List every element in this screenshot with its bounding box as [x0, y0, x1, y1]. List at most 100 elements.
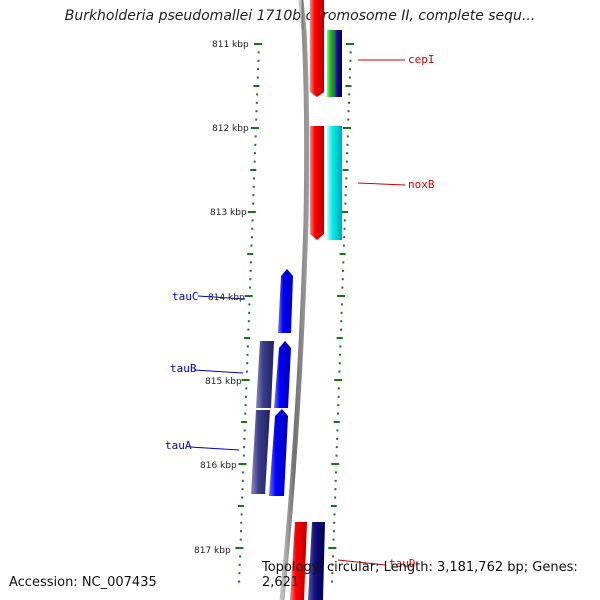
minor-tick: [337, 412, 339, 415]
minor-tick: [339, 353, 342, 356]
gene-noxB-red-block[interactable]: [310, 126, 324, 240]
minor-tick: [347, 110, 350, 113]
kbp-scale: 811 kbp 812 kbp 813 kbp 814 kbp 815 kbp …: [194, 40, 249, 556]
minor-tick: [249, 278, 252, 281]
minor-tick: [257, 59, 260, 62]
gene-cepI-red-block[interactable]: [310, 0, 324, 97]
label-tauC[interactable]: tauC: [172, 290, 199, 303]
major-tick: [250, 127, 259, 129]
gene-tauA-blue-block[interactable]: [269, 409, 288, 496]
gene-tauC-blue-block[interactable]: [278, 269, 293, 333]
minor-tick: [335, 471, 337, 474]
minor-tick: [239, 555, 242, 558]
minor-tick: [335, 454, 338, 457]
gene-cepI-green-block[interactable]: [327, 30, 334, 97]
minor-tick: [343, 227, 346, 230]
accession-text: Accession: NC_007435: [9, 575, 157, 590]
gene-tauD[interactable]: [290, 522, 325, 600]
minor-tick: [342, 169, 349, 171]
minor-tick: [340, 311, 343, 314]
major-tick: [235, 547, 244, 549]
label-tauD[interactable]: tauD: [389, 557, 416, 570]
minor-tick: [334, 479, 337, 482]
kbp-label: 811 kbp: [212, 40, 249, 50]
gene-tauC[interactable]: [278, 269, 293, 333]
minor-tick: [240, 530, 242, 533]
minor-tick: [254, 152, 256, 155]
minor-tick: [338, 362, 341, 365]
minor-tick: [336, 429, 339, 432]
minor-tick: [245, 370, 248, 373]
minor-tick: [247, 320, 250, 323]
minor-tick: [334, 496, 337, 499]
minor-tick: [241, 488, 244, 491]
minor-tick: [250, 236, 253, 239]
minor-tick: [343, 219, 346, 222]
minor-tick: [254, 143, 257, 146]
minor-tick: [332, 538, 335, 541]
minor-tick: [340, 328, 342, 331]
major-tick: [254, 43, 262, 45]
minor-tick: [247, 328, 250, 331]
major-tick: [337, 295, 346, 297]
minor-tick: [249, 269, 252, 272]
minor-tick: [343, 236, 346, 239]
gene-tauD-red-block[interactable]: [290, 522, 307, 600]
minor-tick: [344, 194, 347, 197]
minor-tick: [256, 76, 259, 79]
minor-tick: [255, 110, 258, 113]
minor-tick: [255, 101, 258, 104]
gene-tauA-slate-block[interactable]: [251, 410, 270, 494]
minor-tick: [344, 202, 347, 205]
major-tick: [247, 211, 256, 213]
minor-tick: [246, 353, 249, 356]
minor-tick: [342, 244, 345, 247]
gene-cepI[interactable]: [310, 0, 342, 97]
major-tick: [346, 43, 354, 45]
gene-noxB[interactable]: [310, 126, 342, 240]
minor-tick: [244, 404, 247, 407]
minor-tick: [332, 530, 335, 533]
chromosome-backbone-top: [298, 0, 307, 31]
major-tick: [340, 211, 349, 213]
minor-tick: [256, 93, 259, 96]
minor-tick: [248, 311, 251, 314]
kbp-label: 817 kbp: [194, 546, 231, 556]
gene-tauB-slate-block[interactable]: [256, 341, 274, 408]
minor-tick: [336, 437, 339, 440]
minor-tick: [252, 202, 255, 205]
gene-noxB-cyan-block[interactable]: [327, 126, 342, 240]
minor-tick: [250, 244, 253, 247]
minor-tick: [345, 160, 348, 163]
major-tick: [334, 379, 343, 381]
gene-tauA[interactable]: [251, 409, 288, 496]
gene-tauB-blue-block[interactable]: [274, 341, 291, 408]
minor-tick: [238, 572, 241, 575]
gene-tauB[interactable]: [256, 341, 291, 408]
label-tauA[interactable]: tauA: [165, 439, 192, 452]
minor-tick: [240, 513, 243, 516]
minor-tick: [243, 429, 246, 432]
kbp-label: 815 kbp: [205, 377, 242, 387]
label-noxB[interactable]: noxB: [408, 178, 435, 191]
minor-tick: [333, 513, 336, 516]
major-tick: [244, 295, 253, 297]
tick-tracks: [235, 43, 354, 583]
minor-tick: [338, 370, 341, 373]
minor-tick: [339, 253, 346, 255]
gene-cepI-navy-block[interactable]: [334, 30, 342, 97]
minor-tick: [347, 118, 350, 121]
minor-tick: [331, 580, 334, 583]
minor-tick: [253, 177, 255, 180]
major-tick: [328, 547, 337, 549]
gene-tauD-navy-block[interactable]: [308, 522, 325, 600]
minor-tick: [245, 395, 247, 398]
minor-tick: [345, 185, 347, 188]
label-tauB[interactable]: tauB: [170, 362, 197, 375]
minor-tick: [246, 362, 249, 365]
minor-tick: [238, 580, 241, 583]
minor-tick: [341, 278, 344, 281]
label-cepI[interactable]: cepI: [408, 53, 435, 66]
minor-tick: [332, 555, 334, 558]
